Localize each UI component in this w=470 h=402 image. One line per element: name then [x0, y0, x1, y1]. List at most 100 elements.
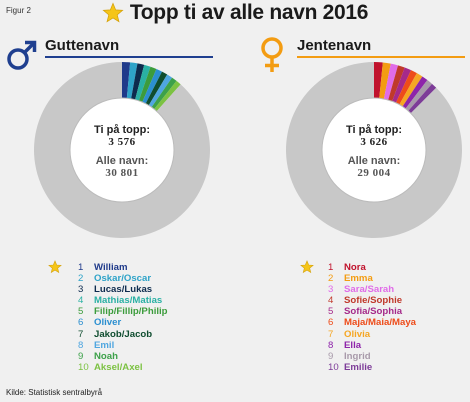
boys-rank-1: 1 [78, 262, 84, 273]
boys-list-item: 1 William [78, 262, 168, 273]
star-icon [102, 2, 124, 23]
boys-name-3: Lucas/Lukas [94, 284, 153, 296]
boys-name-8: Emil [94, 339, 115, 351]
girls-list-item: 7 Olivia [328, 329, 416, 340]
chart-title-row: Topp ti av alle navn 2016 [0, 1, 470, 30]
girls-name-4: Sofie/Sophie [344, 295, 403, 307]
boys-list-item: 8 Emil [78, 340, 168, 351]
girls-slice-8 [402, 76, 428, 109]
boys-slice-5 [138, 66, 157, 103]
girls-title-rule [297, 56, 465, 58]
boys-list-item: 2 Oskar/Oscar [78, 273, 168, 284]
girls-slice-5 [392, 67, 412, 103]
girls-rank-9: 9 [328, 350, 334, 362]
girls-list-item: 5 Sofia/Sophia [328, 306, 416, 317]
male-symbol-icon [7, 40, 37, 70]
girls-center-info: Ti på topp: 3 626 Alle navn: 29 004 [324, 124, 424, 179]
girls-list-item: 4 Sofie/Sophie [328, 295, 416, 306]
boys-name-10: Aksel/Axel [94, 361, 143, 373]
boys-slice-remainder [34, 62, 211, 239]
boys-slice-10 [154, 80, 181, 112]
boys-rank-8: 8 [78, 339, 84, 351]
boys-top-star-icon [48, 260, 62, 274]
boys-name-5: Filip/Fillip/Philip [94, 306, 168, 318]
boys-slice-8 [148, 74, 173, 108]
girls-slice-6 [395, 70, 417, 105]
girls-rank-7: 7 [328, 328, 334, 340]
source-note: Kilde: Statistisk sentralbyrå [6, 388, 103, 397]
boys-slice-2 [126, 62, 138, 99]
boys-name-7: Jakob/Jacob [94, 328, 153, 340]
boys-section-title: Guttenavn [45, 37, 120, 54]
boys-title-rule [45, 56, 213, 58]
female-symbol-icon [261, 37, 283, 72]
chart-title: Topp ti av alle navn 2016 [129, 1, 369, 24]
boys-donut-chart [34, 62, 211, 239]
boys-rank-2: 2 [78, 273, 84, 285]
girls-list-item: 2 Emma [328, 273, 416, 284]
boys-list-item: 9 Noah [78, 351, 168, 362]
girls-rank-4: 4 [328, 295, 334, 307]
girls-rank-8: 8 [328, 339, 334, 351]
boys-all-names-label: Alle navn: [95, 155, 149, 167]
girls-rank-1: 1 [328, 262, 334, 273]
boys-list-item: 10 Aksel/Axel [78, 362, 168, 373]
girls-top-ten-value: 3 626 [360, 136, 388, 148]
girls-top-ten-label: Ti på topp: [345, 124, 402, 136]
girls-slice-1 [374, 62, 383, 99]
boys-slice-4 [135, 64, 151, 101]
boys-top-ten-label: Ti på topp: [93, 124, 150, 136]
girls-slice-9 [405, 80, 433, 111]
boys-list-item: 6 Oliver [78, 317, 168, 328]
boys-rank-7: 7 [78, 328, 84, 340]
girls-name-7: Olivia [344, 328, 371, 340]
girls-name-1: Nora [344, 262, 366, 273]
girls-slice-10 [408, 83, 437, 114]
girls-rank-6: 6 [328, 317, 334, 329]
girls-section-title: Jentenavn [297, 37, 372, 54]
girls-rank-2: 2 [328, 273, 334, 285]
girls-slice-3 [383, 63, 398, 100]
boys-list-item: 3 Lucas/Lukas [78, 284, 168, 295]
boys-rank-6: 6 [78, 317, 84, 329]
girls-donut-hole [321, 97, 427, 203]
girls-name-5: Sofia/Sophia [344, 306, 403, 318]
girls-rank-10: 10 [328, 361, 339, 373]
boys-donut-hole [69, 97, 175, 203]
girls-rank-3: 3 [328, 284, 334, 296]
girls-list-item: 6 Maja/Maia/Maya [328, 317, 416, 328]
boys-name-9: Noah [94, 350, 118, 362]
boys-slice-1 [122, 62, 131, 99]
boys-rank-3: 3 [78, 284, 84, 296]
girls-name-9: Ingrid [344, 350, 371, 362]
boys-name-2: Oskar/Oscar [94, 273, 152, 285]
girls-all-names-value: 29 004 [357, 167, 391, 179]
girls-list-item: 8 Ella [328, 340, 416, 351]
boys-all-names-value: 30 801 [105, 167, 139, 179]
girls-list-item: 3 Sara/Sarah [328, 284, 416, 295]
boys-rank-4: 4 [78, 295, 84, 307]
girls-name-10: Emilie [344, 361, 373, 373]
girls-slice-4 [388, 65, 405, 102]
boys-rank-10: 10 [78, 361, 89, 373]
girls-all-names-label: Alle navn: [347, 155, 401, 167]
girls-slice-remainder [286, 62, 462, 238]
girls-top-star-icon [300, 260, 314, 274]
girls-rank-5: 5 [328, 306, 334, 318]
girls-slice-2 [379, 62, 391, 99]
girls-name-8: Ella [344, 339, 362, 351]
boys-slice-9 [151, 77, 177, 110]
boys-rank-5: 5 [78, 306, 84, 318]
girls-donut-chart [286, 62, 462, 238]
girls-slice-7 [399, 73, 423, 107]
girls-name-2: Emma [344, 273, 373, 285]
boys-name-4: Mathias/Matias [94, 295, 163, 307]
boys-slice-6 [142, 69, 163, 104]
boys-center-info: Ti på topp: 3 576 Alle navn: 30 801 [72, 124, 172, 179]
boys-name-1: William [94, 262, 128, 273]
girls-list-item: 10 Emilie [328, 362, 416, 373]
boys-list-item: 7 Jakob/Jacob [78, 329, 168, 340]
boys-rank-9: 9 [78, 350, 84, 362]
figure-label: Figur 2 [6, 6, 31, 15]
boys-slice-3 [131, 63, 145, 100]
